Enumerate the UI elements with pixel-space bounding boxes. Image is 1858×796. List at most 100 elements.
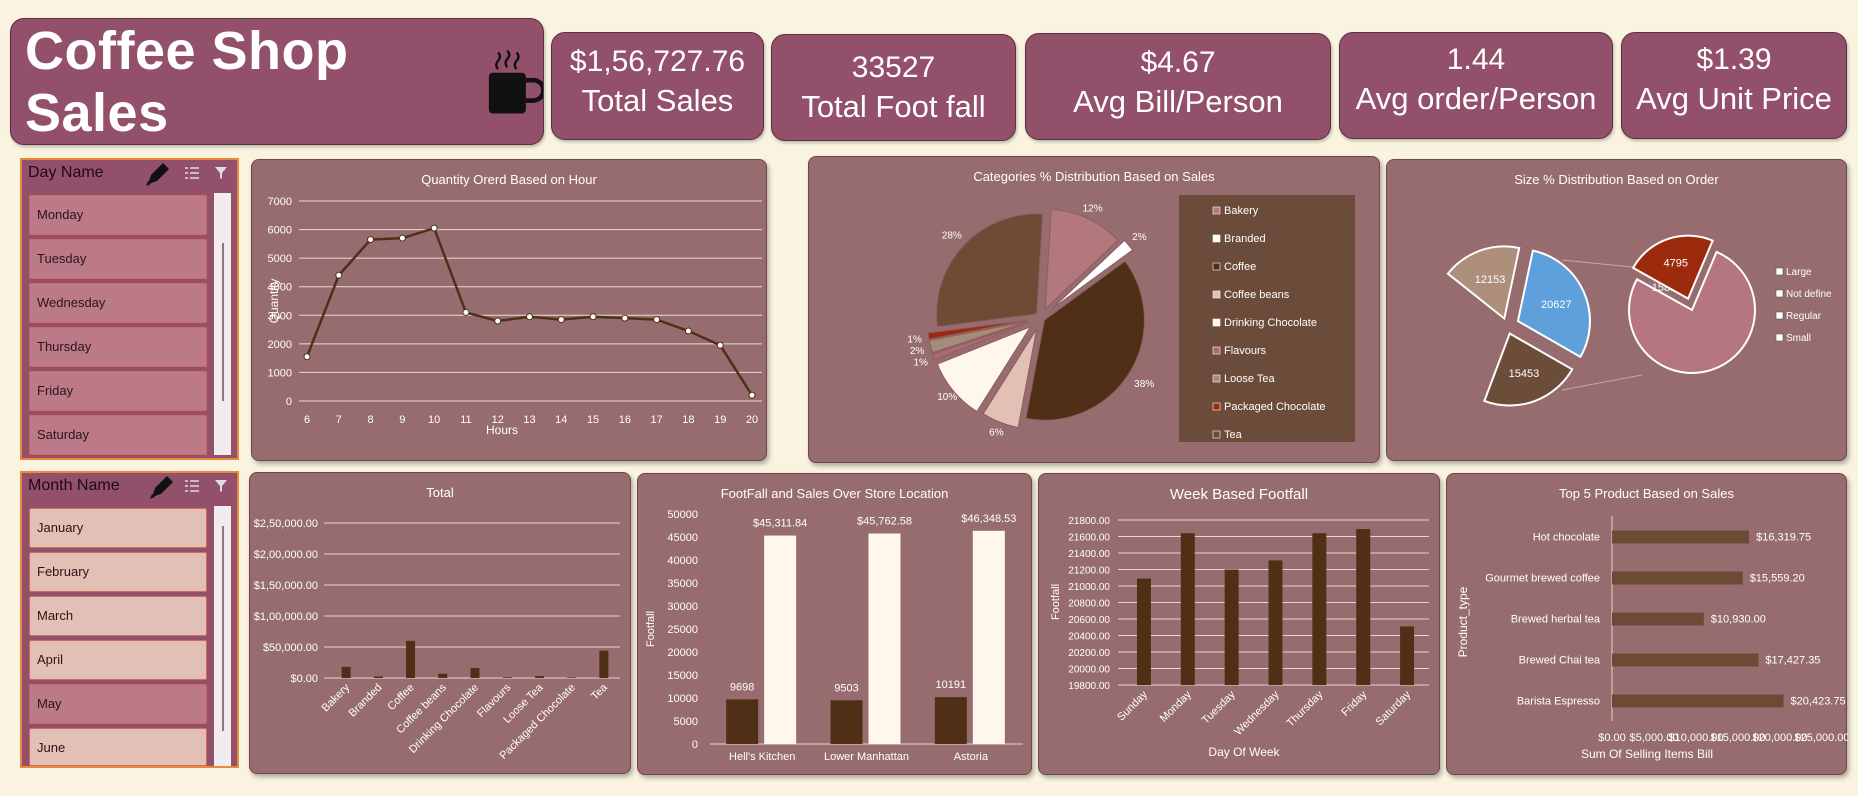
x-tick-label: Monday (1158, 688, 1195, 725)
title-card: Coffee Shop Sales (10, 18, 544, 145)
legend-label: Regular (1786, 311, 1822, 322)
data-label: $15,559.20 (1750, 573, 1805, 585)
legend-label: Drinking Chocolate (1224, 317, 1317, 329)
legend-swatch (1212, 262, 1221, 271)
x-tick-label: 17 (651, 414, 663, 426)
legend-swatch (1775, 333, 1784, 342)
data-label: 10% (937, 392, 957, 403)
day-slicer[interactable]: Day Name Monday Tuesday Wednesday Thursd… (20, 158, 239, 460)
kpi-avg-order: 1.44 Avg order/Person (1339, 32, 1613, 139)
slicer-item-thursday[interactable]: Thursday (29, 327, 207, 367)
data-label: 2% (910, 346, 925, 357)
bar (502, 677, 512, 678)
data-label: $10,930.00 (1711, 614, 1766, 626)
pie-slice (936, 213, 1044, 328)
data-point (748, 391, 756, 399)
x-tick-label: 19 (714, 414, 726, 426)
pie-slice (1628, 250, 1756, 374)
panel-store-location: FootFall and Sales Over Store Location 0… (637, 473, 1032, 775)
bar (830, 700, 863, 744)
bar (1612, 612, 1704, 626)
y-tick-label: 4000 (268, 282, 292, 294)
pie-slice (928, 321, 1028, 354)
bar (1268, 560, 1283, 685)
legend-swatch (1775, 267, 1784, 276)
data-point (494, 317, 502, 325)
slicer-item-january[interactable]: January (29, 508, 207, 548)
y-axis-label: Product_type (1456, 586, 1470, 657)
clear-filter-icon[interactable] (214, 479, 228, 493)
slicer-item-monday[interactable]: Monday (29, 195, 207, 235)
kpi-avg-unit-price: $1.39 Avg Unit Price (1621, 32, 1847, 139)
data-label: $20,423.75 (1791, 696, 1846, 708)
x-tick-label: Coffee (385, 682, 416, 713)
x-axis-label: Sum Of Selling Items Bill (1581, 747, 1713, 761)
slicer-item-saturday[interactable]: Saturday (29, 415, 207, 455)
slicer-item-tuesday[interactable]: Tuesday (29, 239, 207, 279)
data-point (398, 234, 406, 242)
data-label: 12% (1083, 203, 1103, 214)
bar (1356, 529, 1371, 685)
month-slicer[interactable]: Month Name January February March April … (20, 471, 239, 768)
slicer-scrollbar[interactable] (214, 506, 231, 766)
bar (1224, 569, 1239, 685)
slicer-item-june[interactable]: June (29, 728, 207, 766)
scrollbar-thumb[interactable] (222, 243, 224, 401)
chart-title: Top 5 Product Based on Sales (1559, 486, 1734, 501)
x-tick-label: $15,000.00 (1710, 732, 1765, 744)
bar (438, 673, 448, 678)
x-axis-label: Hours (486, 423, 518, 437)
multi-select-icon[interactable] (184, 165, 200, 181)
x-tick-label: 7 (336, 414, 342, 426)
bar (1400, 626, 1415, 685)
y-tick-label: 2000 (268, 339, 292, 351)
slicer-title: Month Name (28, 477, 120, 494)
kpi-label: Avg Bill/Person (1073, 84, 1283, 119)
slicer-scrollbar[interactable] (214, 193, 231, 455)
y-tick-label: $2,50,000.00 (254, 518, 318, 530)
multi-select-icon[interactable] (184, 478, 200, 494)
data-label: 20627 (1541, 299, 1572, 311)
legend-swatch (1212, 234, 1221, 243)
slicer-item-friday[interactable]: Friday (29, 371, 207, 411)
y-tick-label: 19800.00 (1068, 681, 1110, 692)
pencil-icon[interactable] (144, 162, 170, 188)
slicer-item-may[interactable]: May (29, 684, 207, 724)
y-tick-label: 5000 (674, 716, 698, 728)
data-label: $45,762.58 (857, 515, 912, 527)
chart-hourly-quantity: 0 1000 2000 3000 4000 5000 6000 7000 6 7 8 9 10 11 12 1… (267, 196, 762, 437)
x-tick-label: Lower Manhattan (824, 751, 909, 763)
kpi-total-footfall: 33527 Total Foot fall (771, 34, 1016, 141)
data-point (684, 327, 692, 335)
pencil-icon[interactable] (148, 475, 174, 501)
y-tick-label: Gourmet brewed coffee (1485, 573, 1600, 585)
x-tick-label: 8 (368, 414, 374, 426)
chart-category-total: $0.00 $50,000.00 $1,00,000.00 $1,50,000.00 $… (254, 518, 620, 762)
bar (1136, 578, 1151, 685)
y-tick-label: 21400.00 (1068, 549, 1110, 560)
slicer-item-march[interactable]: March (29, 596, 207, 636)
chart-title: Week Based Footfall (1169, 486, 1309, 503)
y-tick-label: 1000 (268, 367, 292, 379)
legend-label: Not define (1786, 289, 1832, 300)
bar (934, 697, 967, 744)
clear-filter-icon[interactable] (214, 166, 228, 180)
x-tick-label: $20,000.00 (1752, 732, 1807, 744)
panel-size-distribution: Size % Distribution Based on Order 12153… (1386, 159, 1847, 461)
y-tick-label: 20000.00 (1068, 665, 1110, 676)
y-tick-label: 20000 (667, 647, 698, 659)
chart-week-footfall: 19800.00 20000.00 20200.00 20400.00 20600.00… (1050, 516, 1429, 759)
x-tick-label: 10 (428, 414, 440, 426)
kpi-label: Avg order/Person (1355, 81, 1597, 116)
x-tick-label: 11 (460, 414, 471, 426)
connector-line (1561, 374, 1643, 391)
slicer-item-february[interactable]: February (29, 552, 207, 592)
y-tick-label: 20800.00 (1068, 599, 1110, 610)
x-tick-label: Friday (1339, 688, 1369, 718)
slicer-item-april[interactable]: April (29, 640, 207, 680)
scrollbar-thumb[interactable] (222, 526, 224, 731)
slicer-item-wednesday[interactable]: Wednesday (29, 283, 207, 323)
legend-label: Loose Tea (1224, 373, 1275, 385)
y-tick-label: 6000 (268, 225, 292, 237)
